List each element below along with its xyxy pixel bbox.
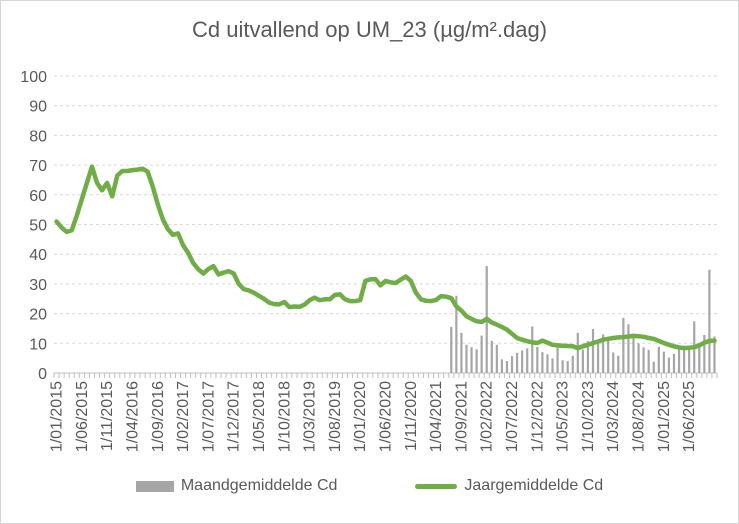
bar-maandgemiddelde [500,359,504,373]
bar-maandgemiddelde [450,326,453,373]
line-swatch-icon [415,483,458,489]
x-axis-tick-label: 1/02/2017 [175,381,192,452]
x-axis-tick-label: 1/06/2015 [74,381,91,452]
x-axis-tick-label: 1/05/2023 [555,381,572,452]
bar-maandgemiddelde [683,345,686,373]
bar-maandgemiddelde [546,354,549,373]
legend: Maandgemiddelde Cd Jaargemiddelde Cd [1,477,738,495]
bar-maandgemiddelde [627,324,630,373]
bar-maandgemiddelde [622,317,625,373]
bar-maandgemiddelde [495,344,498,373]
x-axis-tick-label: 1/01/2025 [656,381,673,452]
y-axis-tick-label: 0 [38,366,47,383]
x-axis-tick-label: 1/11/2020 [403,381,420,451]
bar-maandgemiddelde [581,349,584,373]
bar-maandgemiddelde [698,344,701,373]
legend-item-maandgemiddelde: Maandgemiddelde Cd [135,477,338,495]
x-axis-tick-label: 1/04/2016 [124,381,141,452]
x-axis-tick-label: 1/03/2024 [605,381,622,452]
bar-maandgemiddelde [571,355,574,373]
bar-maandgemiddelde [515,352,519,373]
x-axis-tick-label: 1/09/2021 [453,381,470,452]
bar-maandgemiddelde [662,351,665,373]
bar-maandgemiddelde [480,335,483,373]
bar-maandgemiddelde [521,350,524,373]
x-axis-tick-label: 1/10/2023 [580,381,597,452]
x-axis-tick-label: 1/01/2015 [49,381,66,452]
bar-maandgemiddelde [596,343,600,373]
bar-maandgemiddelde [637,343,640,373]
x-axis-tick-label: 1/09/2016 [150,381,167,452]
bar-maandgemiddelde [505,361,509,373]
bar-maandgemiddelde [460,332,463,373]
x-axis-tick-label: 1/12/2022 [529,381,546,452]
bar-maandgemiddelde [510,356,514,373]
x-axis-tick-label: 1/04/2021 [428,381,445,452]
bar-maandgemiddelde [586,341,590,373]
x-axis-tick-label: 1/12/2017 [226,381,243,452]
bar-maandgemiddelde [455,295,458,373]
bar-maandgemiddelde [556,347,559,373]
bar-maandgemiddelde [531,326,534,373]
x-axis-tick-label: 1/11/2015 [99,381,116,451]
y-axis-tick-label: 100 [20,69,47,86]
bar-maandgemiddelde [607,337,610,373]
y-axis-tick-label: 90 [29,99,47,116]
x-axis-tick-label: 1/08/2019 [327,381,344,452]
bar-maandgemiddelde [602,334,605,373]
y-axis-tick-label: 70 [29,158,47,175]
bar-maandgemiddelde [591,329,595,373]
bar-maandgemiddelde [667,357,671,373]
bar-maandgemiddelde [713,336,716,373]
bar-maandgemiddelde [490,340,493,373]
bar-maandgemiddelde [708,269,711,373]
x-axis-tick-label: 1/06/2020 [378,381,395,452]
x-axis-tick-label: 1/05/2018 [251,381,268,452]
chart-title: Cd uitvallend op UM_23 (µg/m².dag) [191,17,548,42]
y-axis-tick-label: 10 [29,336,47,353]
y-axis-tick-label: 60 [29,188,47,205]
x-axis-tick-label: 1/10/2018 [276,381,293,452]
y-axis-tick-label: 40 [29,247,47,264]
y-axis-tick-label: 30 [29,277,47,294]
x-axis-tick-label: 1/03/2019 [302,381,319,452]
x-axis-tick-label: 1/06/2025 [681,381,698,452]
x-axis-tick-label: 1/02/2022 [479,381,496,452]
bar-maandgemiddelde [470,347,473,373]
bar-maandgemiddelde [612,352,615,373]
x-axis-tick-label: 1/08/2024 [631,381,648,452]
bar-maandgemiddelde [536,346,539,373]
y-axis-tick-label: 20 [29,307,47,324]
x-axis-tick-label: 1/01/2020 [352,381,369,452]
bar-maandgemiddelde [672,353,676,373]
bar-maandgemiddelde [617,355,620,373]
bar-maandgemiddelde [576,332,579,373]
bar-maandgemiddelde [566,361,569,373]
bar-maandgemiddelde [677,348,681,373]
bar-maandgemiddelde [551,358,554,373]
bar-maandgemiddelde [703,334,706,373]
legend-line-label: Jaargemiddelde Cd [464,477,604,494]
legend-bar-label: Maandgemiddelde Cd [180,477,338,494]
bar-maandgemiddelde [475,349,478,373]
y-axis-tick-label: 50 [29,218,47,235]
line-jaargemiddelde [54,164,717,351]
bar-maandgemiddelde [561,360,564,373]
x-axis-tick-label: 1/07/2017 [200,381,217,452]
bar-swatch-icon [135,480,174,492]
bar-maandgemiddelde [526,348,529,373]
legend-item-jaargemiddelde: Jaargemiddelde Cd [415,477,603,495]
y-axis-tick-label: 80 [29,128,47,145]
x-axis-tick-label: 1/07/2022 [504,381,521,452]
bar-maandgemiddelde [652,361,655,373]
bar-maandgemiddelde [688,347,691,373]
bar-maandgemiddelde [647,349,650,373]
bar-maandgemiddelde [541,352,544,373]
bar-maandgemiddelde [642,347,645,373]
bar-maandgemiddelde [657,346,660,373]
bar-maandgemiddelde [632,337,635,373]
bar-maandgemiddelde [465,344,468,373]
